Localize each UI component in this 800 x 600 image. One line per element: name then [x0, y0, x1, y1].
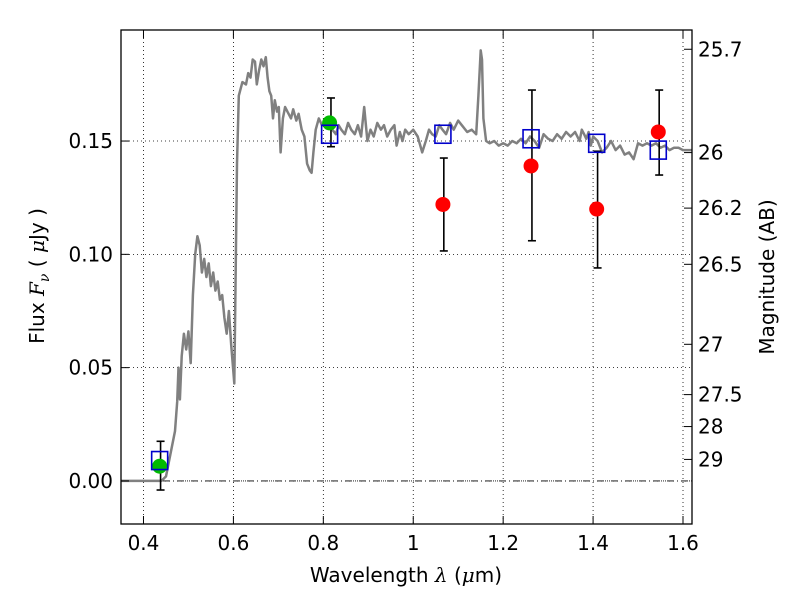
x-tick-label: 0.8	[307, 531, 339, 555]
y2-tick-label: 26.2	[698, 196, 743, 220]
blue-square-marker	[320, 124, 339, 145]
blue-square-marker	[649, 140, 668, 160]
y2-tick-label: 27.5	[698, 383, 743, 407]
y-tick-label: 0.10	[68, 242, 113, 266]
x-tick-label: 1.2	[487, 531, 519, 555]
y-tick-label: 0.00	[68, 469, 113, 493]
blue-square-marker	[587, 133, 606, 154]
green-data-point	[152, 458, 168, 474]
x-tick-label: 1.4	[577, 531, 609, 555]
x-tick-label: 1	[407, 531, 420, 555]
y2-tick-label: 25.7	[698, 37, 743, 61]
red-data-point	[523, 158, 539, 174]
blue-square-marker	[150, 450, 169, 471]
x-tick-label: 1.6	[667, 531, 699, 555]
x-tick-label: 0.6	[217, 531, 249, 555]
y2-tick-label: 26.5	[698, 252, 743, 276]
tick-labels: 0.4 0.6 0.8 1 1.2 1.4 1.6 0.00 0.05 0.10 0.15 25.7 2…	[68, 37, 742, 555]
green-data-point	[322, 115, 338, 131]
blue-square-marker	[522, 128, 540, 149]
y2-tick-label: 26	[698, 141, 723, 165]
data-series	[121, 49, 692, 483]
x-axis-label: Wavelength λ (μm)	[310, 563, 502, 587]
error-bars	[156, 89, 664, 491]
x-tick-label: 0.4	[128, 531, 160, 555]
red-data-point	[650, 124, 666, 140]
axis-ticks	[121, 30, 692, 524]
red-data-point	[435, 196, 451, 212]
blue-square-marker	[434, 124, 452, 145]
y2-axis-label: Magnitude (AB)	[755, 199, 779, 354]
plot-frame	[120, 29, 693, 525]
data-markers	[150, 115, 668, 474]
y-axis-label: Flux Fν ( μJy )	[25, 208, 53, 344]
y-tick-label: 0.05	[68, 356, 113, 380]
y2-tick-label: 29	[698, 447, 723, 471]
y2-tick-label: 28	[698, 415, 723, 439]
y-tick-label: 0.15	[68, 129, 113, 153]
y2-tick-label: 27	[698, 332, 723, 356]
red-data-point	[589, 201, 605, 217]
model-spectrum-line	[121, 49, 692, 483]
